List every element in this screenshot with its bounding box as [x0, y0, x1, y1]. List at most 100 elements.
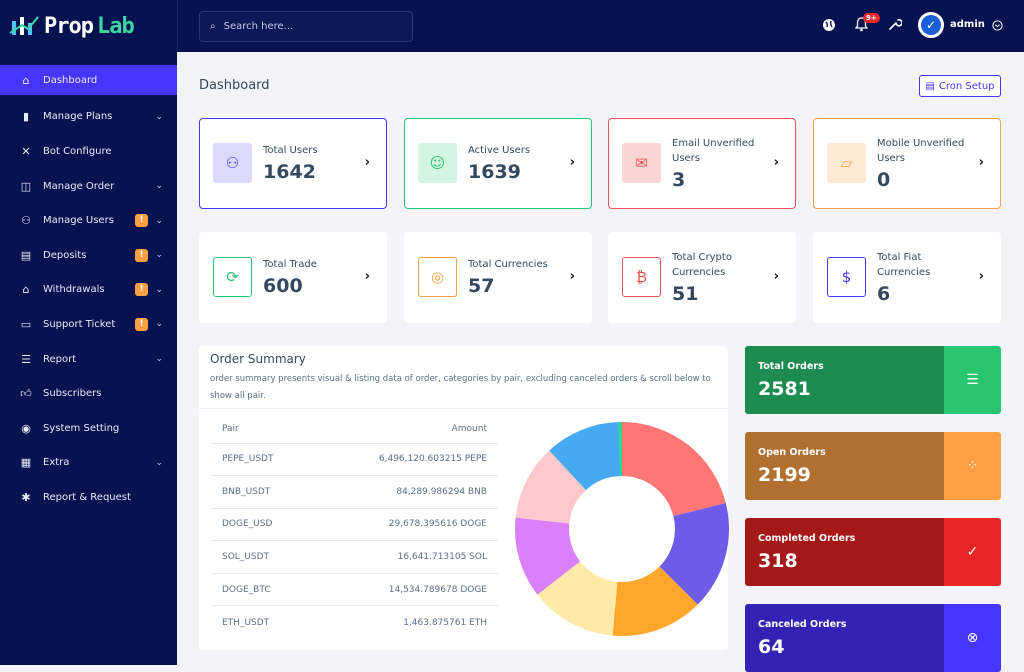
- search-input[interactable]: ⌕ Search here...: [199, 11, 413, 42]
- chevron-down-icon[interactable]: ⌄: [155, 354, 163, 365]
- table-row: BNB_USDT 84,289.986294 BNB: [211, 475, 498, 509]
- top-header: ⌕ Search here...: [177, 0, 1024, 52]
- sidebar-item-label: Dashboard: [43, 74, 98, 86]
- pie-slice[interactable]: [515, 450, 586, 524]
- sidebar-item-manage-order[interactable]: ◫ Manage Order ⌄: [0, 169, 177, 204]
- users-icon: ⚇: [213, 143, 252, 183]
- sidebar-item-label: Manage Order: [43, 180, 115, 192]
- sidebar-item-manage-plans[interactable]: ▮ Manage Plans ⌄: [0, 100, 177, 135]
- sidebar-item-label: Report: [43, 353, 77, 365]
- alert-badge: !: [135, 317, 148, 331]
- stat-label: Total Users: [263, 145, 318, 156]
- pair-cell: DOGE_USD: [211, 508, 315, 542]
- life-ring-icon: ◉: [21, 421, 31, 435]
- order-card-canceled-orders[interactable]: ⊗ Canceled Orders 64: [745, 604, 1001, 672]
- sidebar-item-label: Report & Request: [43, 491, 131, 503]
- cron-setup-button[interactable]: ▤ Cron Setup: [919, 75, 1001, 97]
- stat-card-total-trade[interactable]: ⟳ Total Trade 600 ›: [199, 232, 387, 323]
- stat-label: Total Fiat Currencies: [877, 251, 931, 278]
- sidebar-item-support-ticket[interactable]: ▭ Support Ticket! ⌄: [0, 307, 177, 342]
- order-value: 318: [758, 550, 798, 572]
- brand-name: Prop: [44, 13, 94, 39]
- wrench-icon[interactable]: [888, 17, 902, 31]
- candlestick-logo-icon: [9, 16, 39, 35]
- chevron-down-icon[interactable]: ⌄: [155, 284, 163, 295]
- table-row: SOL_USDT 16,641.713105 SOL: [211, 540, 498, 574]
- chevron-down-icon[interactable]: ⌄: [155, 181, 163, 192]
- sidebar-item-bot-configure[interactable]: ✕ Bot Configure: [0, 134, 177, 169]
- cron-label: Cron Setup: [938, 80, 995, 92]
- brand-logo[interactable]: Prop Lab: [0, 0, 177, 52]
- coins-icon: ◎: [418, 257, 457, 297]
- sidebar-item-label: Extra: [43, 457, 70, 469]
- sidebar-item-report[interactable]: ☰ Report ⌄: [0, 342, 177, 377]
- avatar[interactable]: ✓: [918, 12, 944, 38]
- amount-cell: 16,641.713105 SOL: [314, 540, 498, 574]
- sidebar-item-manage-users[interactable]: ⚇ Manage Users! ⌄: [0, 203, 177, 238]
- stat-card-active-users[interactable]: ☺ Active Users 1639 ›: [404, 118, 592, 209]
- stat-card-mobile-unverified-users[interactable]: ▱ Mobile Unverified Users 0 ›: [813, 118, 1001, 209]
- chevron-down-icon[interactable]: ⌄: [155, 111, 163, 122]
- invoice-icon: ▤: [20, 248, 32, 262]
- sidebar-item-report-request[interactable]: ✱ Report & Request: [0, 480, 177, 515]
- chevron-right-icon[interactable]: ›: [364, 155, 370, 170]
- stat-card-email-unverified-users[interactable]: ✉ Email Unverified Users 3 ›: [608, 118, 796, 209]
- chevron-down-icon[interactable]: ⌄: [155, 319, 163, 330]
- stat-card-total-crypto-currencies[interactable]: ₿ Total Crypto Currencies 51 ›: [608, 232, 796, 323]
- order-card-open-orders[interactable]: ⁘ Open Orders 2199: [745, 432, 1001, 500]
- pie-slice[interactable]: [622, 422, 726, 517]
- user-name[interactable]: admin: [950, 19, 985, 30]
- stat-card-total-fiat-currencies[interactable]: $ Total Fiat Currencies 6 ›: [813, 232, 1001, 323]
- chevron-down-icon[interactable]: ⌄: [155, 250, 163, 261]
- chevron-right-icon[interactable]: ›: [364, 269, 370, 284]
- chevron-right-icon[interactable]: ›: [978, 269, 984, 284]
- sidebar-item-withdrawals[interactable]: ⌂ Withdrawals! ⌄: [0, 273, 177, 308]
- stat-label: Active Users: [468, 145, 531, 156]
- sidebar-item-system-setting[interactable]: ◉ System Setting: [0, 411, 177, 446]
- comment-slash-icon: ▱: [827, 143, 866, 183]
- pie-slice[interactable]: [659, 503, 729, 605]
- sidebar: Prop Lab ⌂ Dashboard ▮ Manage Plans ⌄ ✕ Bot Con…: [0, 0, 177, 665]
- alert-badge: !: [135, 214, 148, 228]
- chevron-down-icon[interactable]: ⌄: [155, 457, 163, 468]
- stat-card-total-users[interactable]: ⚇ Total Users 1642 ›: [199, 118, 387, 209]
- chevron-right-icon[interactable]: ›: [773, 269, 779, 284]
- order-card-completed-orders[interactable]: ✓ Completed Orders 318: [745, 518, 1001, 586]
- search-icon: ⌕: [210, 21, 216, 32]
- order-summary-table: Pair Amount PEPE_USDT 6,496,120.603215 PEP…: [211, 416, 498, 639]
- divider: [199, 408, 728, 409]
- amount-cell: 84,289.986294 BNB: [314, 475, 498, 509]
- chevron-right-icon[interactable]: ›: [773, 155, 779, 170]
- sidebar-item-dashboard[interactable]: ⌂ Dashboard: [0, 65, 177, 95]
- coins-icon: ◫: [20, 179, 32, 193]
- pie-slice[interactable]: [537, 561, 618, 636]
- chevron-right-icon[interactable]: ›: [978, 155, 984, 170]
- order-label: Completed Orders: [758, 533, 856, 544]
- sidebar-item-deposits[interactable]: ▤ Deposits! ⌄: [0, 238, 177, 273]
- chevron-down-icon[interactable]: ⌄: [155, 215, 163, 226]
- alert-badge: !: [135, 283, 148, 297]
- pair-cell: ETH_USDT: [222, 617, 270, 628]
- order-value: 2581: [758, 378, 811, 400]
- stat-card-total-currencies[interactable]: ◎ Total Currencies 57 ›: [404, 232, 592, 323]
- server-icon: ▤: [925, 80, 935, 92]
- pie-slice[interactable]: [515, 517, 581, 595]
- globe-icon[interactable]: [822, 18, 836, 32]
- order-value: 2199: [758, 464, 811, 486]
- order-card-total-orders[interactable]: ☰ Total Orders 2581: [745, 346, 1001, 414]
- pie-slice[interactable]: [549, 422, 621, 491]
- sidebar-nav: ⌂ Dashboard ▮ Manage Plans ⌄ ✕ Bot Configure ◫ M…: [0, 65, 177, 515]
- pie-slice[interactable]: [618, 422, 622, 477]
- stat-value: 57: [468, 275, 495, 297]
- pie-slice[interactable]: [612, 566, 698, 636]
- sidebar-item-subscribers[interactable]: 👍︎ Subscribers: [0, 376, 177, 411]
- panel-title: Order Summary: [210, 352, 306, 366]
- sidebar-item-extra[interactable]: ▦ Extra ⌄: [0, 446, 177, 481]
- chevron-right-icon[interactable]: ›: [569, 269, 575, 284]
- chevron-down-circle-icon[interactable]: [992, 20, 1003, 31]
- amount-cell: 6,496,120.603215 PEPE: [314, 443, 498, 477]
- panel-description: order summary presents visual & listing …: [210, 374, 711, 401]
- order-label: Total Orders: [758, 361, 824, 372]
- chevron-right-icon[interactable]: ›: [569, 155, 575, 170]
- tools-icon: ✕: [21, 144, 31, 158]
